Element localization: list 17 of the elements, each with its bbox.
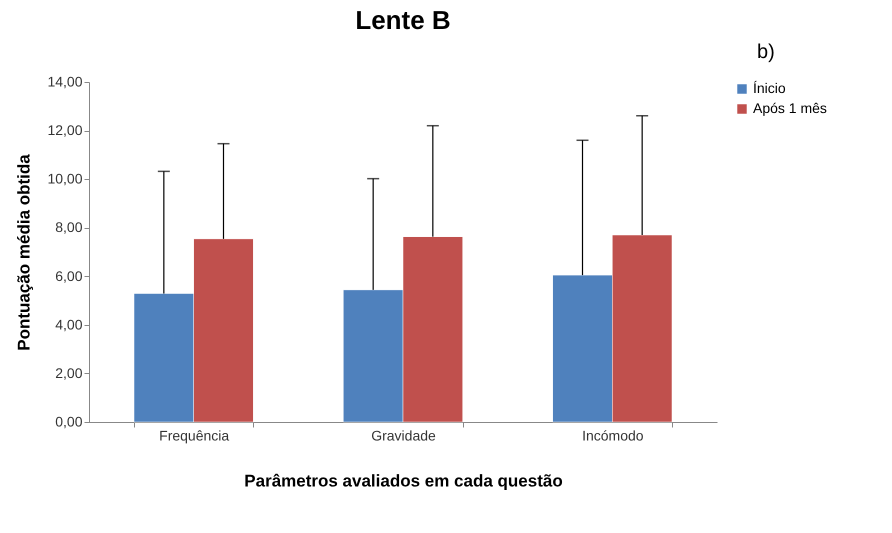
x-tick-label: Frequência <box>159 428 230 444</box>
legend-label: Após 1 mês <box>753 100 827 116</box>
x-tick-label: Incómodo <box>582 428 644 444</box>
y-tick-label: 0,00 <box>55 414 83 430</box>
chart-title: Lente B <box>355 5 451 35</box>
legend-label: Ínicio <box>753 80 786 96</box>
y-axis-title: Pontuação média obtida <box>14 154 34 351</box>
y-tick-label: 4,00 <box>55 316 83 332</box>
y-tick-label: 12,00 <box>47 122 83 138</box>
y-tick-label: 10,00 <box>47 170 83 187</box>
text: b) <box>757 41 775 63</box>
y-tick-label: 8,00 <box>55 219 83 236</box>
y-tick-label: 14,00 <box>47 74 83 90</box>
y-tick-label: 2,00 <box>55 364 83 381</box>
x-tick-label: Gravidade <box>371 428 436 444</box>
y-tick-label: 6,00 <box>55 268 83 284</box>
x-axis-title: Parâmetros avaliados em cada questão <box>244 472 563 490</box>
